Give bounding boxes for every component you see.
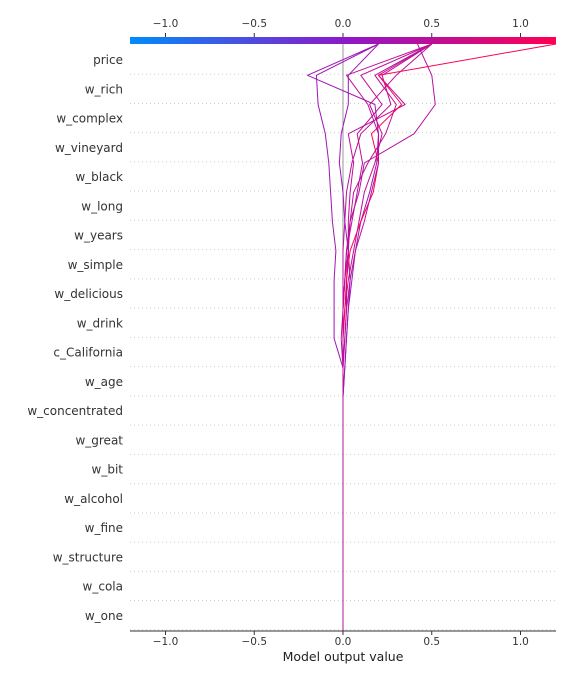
feature-label: w_alcohol xyxy=(64,492,123,506)
feature-label: w_age xyxy=(85,375,123,389)
feature-label: w_structure xyxy=(53,550,123,564)
feature-label: w_complex xyxy=(56,112,123,126)
feature-label: w_fine xyxy=(85,521,123,535)
x-tick-label-top: −0.5 xyxy=(242,18,268,30)
x-axis: −1.0 −1.0 −0.5 −0.5 0.0 0.0 0.5 0.5 1.0 1.0 xyxy=(153,18,529,648)
x-tick-label-top: 0.0 xyxy=(335,18,352,30)
feature-label: w_bit xyxy=(92,463,124,477)
x-tick-label-top: 1.0 xyxy=(512,18,529,30)
feature-label: w_long xyxy=(81,199,123,213)
decision-lines xyxy=(307,43,557,631)
x-tick-label: −1.0 xyxy=(153,636,179,648)
feature-label: w_one xyxy=(85,609,123,623)
feature-label: price xyxy=(93,53,123,67)
x-tick-label: 0.0 xyxy=(335,636,352,648)
feature-label: w_concentrated xyxy=(27,404,123,418)
feature-label: w_years xyxy=(74,229,123,243)
feature-labels: price w_rich w_complex w_vineyard w_black w_l… xyxy=(27,53,123,623)
x-tick-label-top: −1.0 xyxy=(153,18,179,30)
feature-label: w_great xyxy=(75,433,123,447)
feature-label: w_black xyxy=(75,170,123,184)
x-tick-label: −0.5 xyxy=(242,636,268,648)
x-tick-label: 1.0 xyxy=(512,636,529,648)
decision-line xyxy=(342,43,436,631)
x-tick-label: 0.5 xyxy=(423,636,440,648)
decision-line xyxy=(342,43,433,631)
feature-label: c_California xyxy=(53,346,123,360)
feature-label: w_vineyard xyxy=(55,141,123,155)
decision-line xyxy=(315,43,379,631)
feature-label: w_delicious xyxy=(54,287,123,301)
feature-label: w_rich xyxy=(85,82,123,96)
feature-label: w_simple xyxy=(68,258,123,272)
feature-label: w_cola xyxy=(83,580,123,594)
colorbar xyxy=(130,37,556,44)
x-axis-title: Model output value xyxy=(283,649,404,664)
x-tick-label-top: 0.5 xyxy=(423,18,440,30)
feature-label: w_drink xyxy=(77,316,123,330)
